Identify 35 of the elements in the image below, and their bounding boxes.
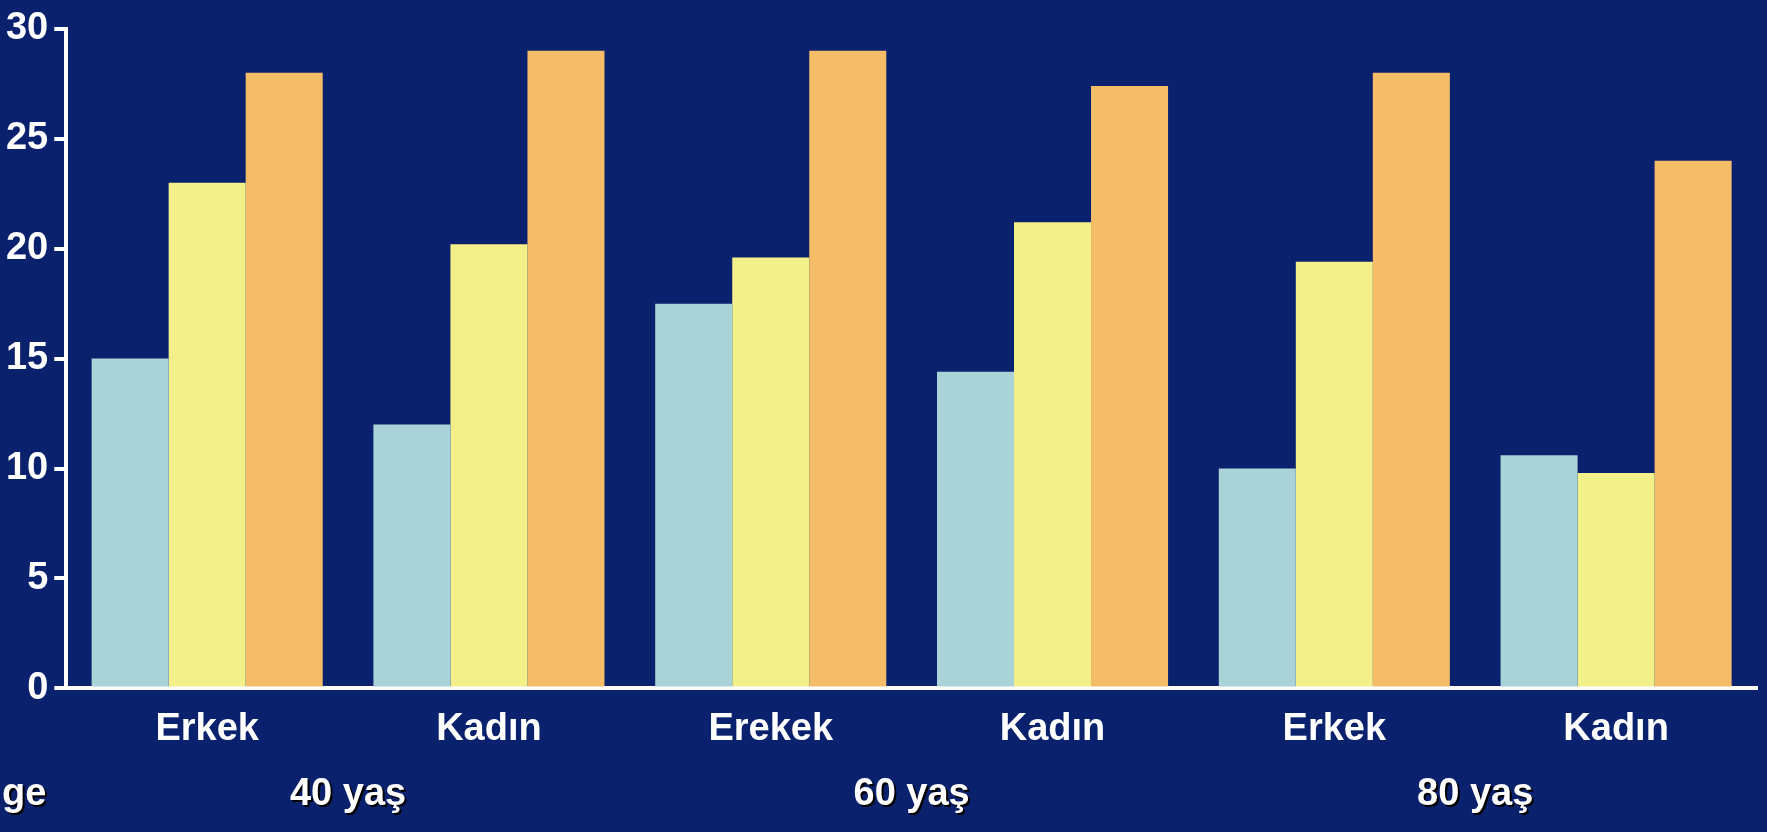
bar: [1500, 455, 1578, 687]
bar: [1014, 222, 1092, 687]
y-tick-label: 15: [5, 335, 49, 378]
bar: [245, 72, 323, 687]
text: 40 yaş: [289, 771, 407, 814]
text: ge: [2, 771, 47, 814]
bar: [809, 50, 887, 687]
bar: [732, 257, 810, 687]
bar: [1372, 72, 1450, 687]
y-tick-label: 20: [5, 225, 49, 268]
text: 60 yaş: [853, 771, 970, 814]
x-tick-label: Kadın: [436, 705, 542, 748]
x-tick-label: Erkek: [1282, 705, 1387, 748]
bar: [373, 424, 451, 687]
bar: [450, 244, 528, 687]
bar: [1577, 472, 1655, 687]
x-tick-label: Kadın: [999, 705, 1106, 748]
x-tick-label: Erekek: [708, 705, 834, 748]
y-tick-label: 25: [5, 115, 49, 158]
bar: [937, 371, 1015, 687]
bar: [1295, 261, 1373, 687]
y-tick-label: 30: [5, 5, 49, 48]
y-tick-label: 5: [27, 554, 49, 597]
y-tick-label: 10: [5, 445, 49, 488]
bar: [91, 358, 169, 687]
bar: [1218, 468, 1296, 687]
bar: [168, 182, 246, 687]
x-tick-label: Kadın: [1563, 705, 1669, 748]
x-tick-label: Erkek: [155, 705, 260, 748]
bar: [1091, 85, 1169, 687]
bar: [527, 50, 605, 687]
bar: [1654, 160, 1732, 687]
text: 80 yaş: [1417, 771, 1534, 814]
bar: [655, 303, 733, 687]
y-tick-label: 0: [27, 664, 49, 707]
